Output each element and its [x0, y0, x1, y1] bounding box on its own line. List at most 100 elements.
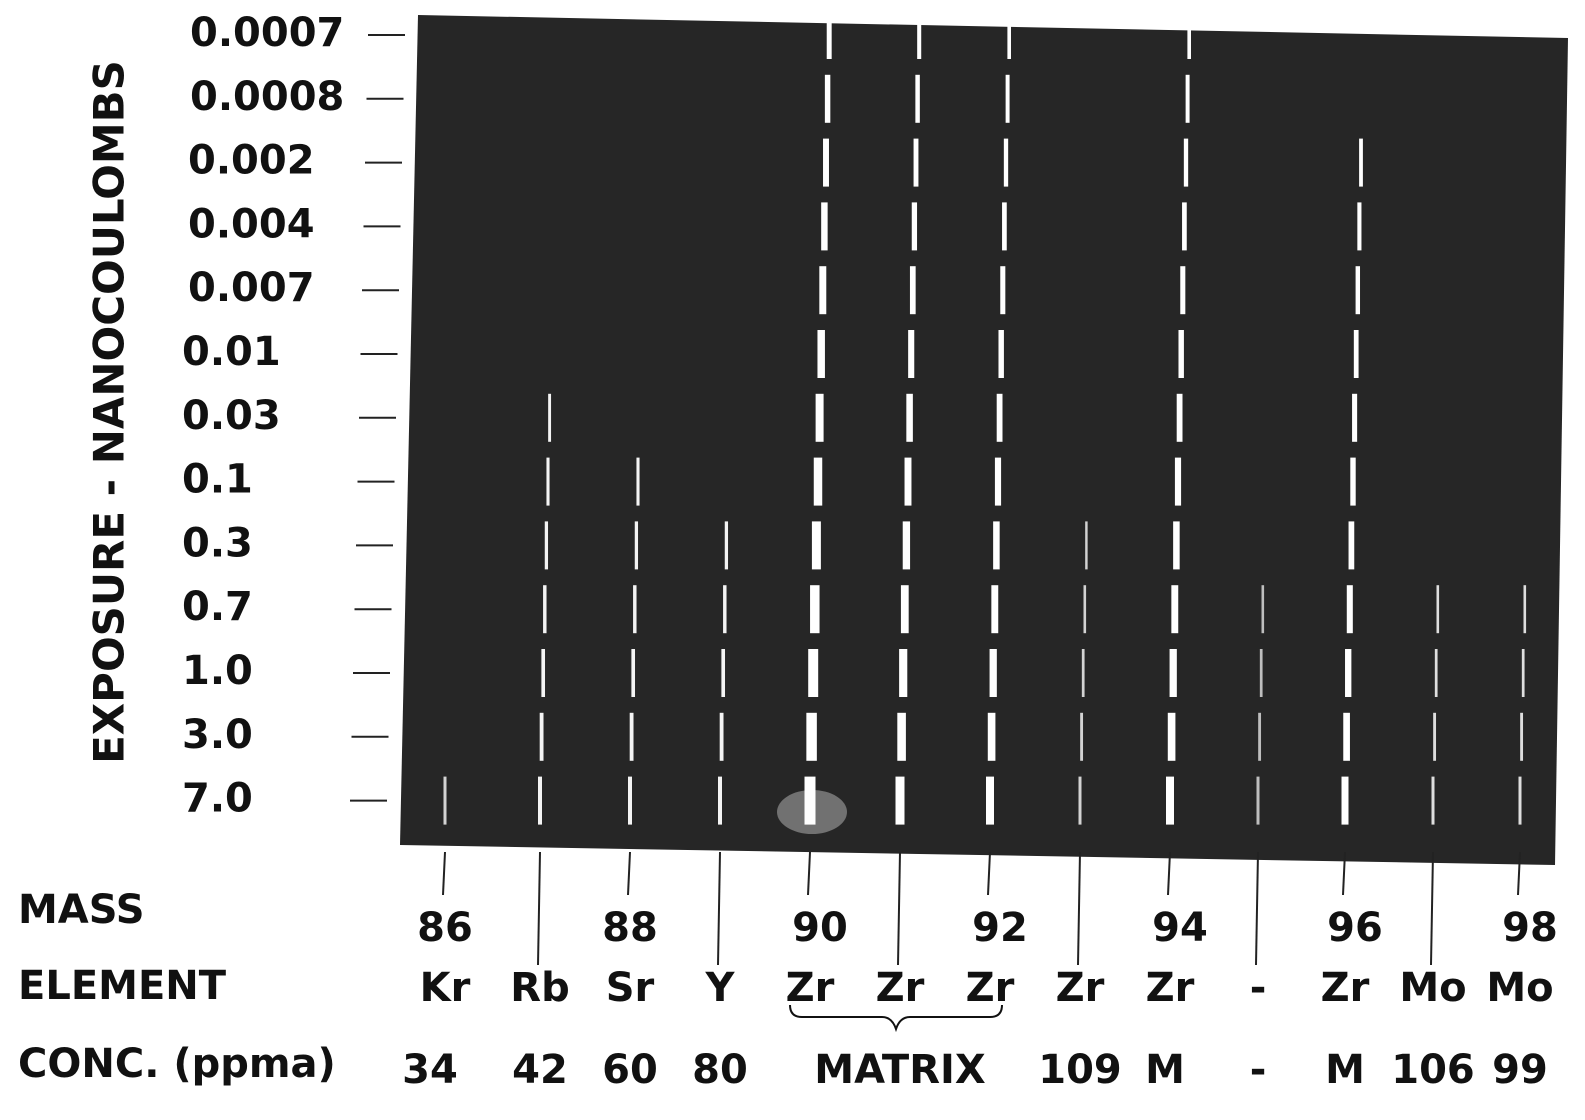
spectral-line	[909, 266, 916, 315]
spectral-line	[1261, 585, 1265, 634]
spectral-line	[721, 649, 726, 697]
spectral-line	[821, 202, 828, 251]
mass-tick	[627, 851, 631, 896]
element-label: Zr	[786, 965, 835, 1011]
spectral-line	[1434, 649, 1438, 697]
spectral-line	[899, 649, 908, 697]
element-label: Zr	[1056, 965, 1105, 1011]
spectral-line	[1346, 585, 1353, 634]
exposure-label: 0.002	[188, 138, 315, 184]
spectral-line	[1003, 138, 1009, 187]
spectral-line	[902, 521, 911, 570]
element-label: Zr	[876, 965, 925, 1011]
conc-label: 106	[1391, 1047, 1475, 1093]
mass-tick	[987, 851, 991, 896]
spectral-line	[631, 649, 636, 697]
overexposure-halo	[777, 790, 847, 834]
spectral-line	[1350, 457, 1356, 506]
mass-tick	[1517, 851, 1521, 896]
mass-label: 94	[1152, 905, 1208, 951]
spectral-line	[1256, 776, 1260, 825]
spectral-line	[1187, 11, 1191, 59]
mass-tick	[807, 851, 811, 896]
spectral-line	[1180, 266, 1186, 315]
element-label: Zr	[1146, 965, 1195, 1011]
mass-tick	[1167, 851, 1171, 896]
mass-tick	[1430, 851, 1434, 966]
spectral-line	[546, 457, 550, 506]
matrix-brace	[789, 1004, 1003, 1033]
spectral-line	[913, 138, 919, 187]
spectral-line	[633, 585, 637, 634]
spectral-line	[1431, 776, 1435, 825]
spectral-line	[813, 457, 823, 506]
mass-tick	[537, 851, 541, 966]
element-label: Mo	[1486, 965, 1553, 1011]
spectral-line	[718, 776, 722, 825]
spectral-line	[1518, 776, 1522, 825]
spectral-line	[815, 393, 824, 442]
spectral-line	[804, 776, 816, 825]
row-label: MASS	[18, 887, 145, 933]
conc-label: 60	[602, 1047, 658, 1093]
spectral-line	[1357, 202, 1362, 251]
spectral-line	[808, 649, 819, 697]
spectral-line	[1353, 330, 1359, 378]
spectral-line	[1173, 521, 1180, 570]
spectral-line	[1178, 330, 1184, 378]
conc-label: MATRIX	[814, 1047, 986, 1093]
exposure-label: 0.7	[182, 584, 253, 630]
exposure-label: 0.007	[188, 265, 315, 311]
spectral-line	[1185, 74, 1190, 123]
spectral-line	[538, 776, 542, 825]
spectral-line	[1169, 649, 1177, 697]
conc-label: 99	[1492, 1047, 1548, 1093]
spectral-line	[544, 521, 549, 570]
spectral-line	[994, 457, 1002, 506]
mass-label: 88	[602, 905, 658, 951]
spectral-line	[908, 330, 915, 378]
spectral-line	[1352, 393, 1358, 442]
spectral-line	[1436, 585, 1440, 634]
spectral-line	[989, 649, 997, 697]
element-label: Y	[705, 965, 736, 1011]
spectral-line	[986, 776, 994, 825]
spectral-line	[911, 202, 918, 251]
spectral-line	[817, 330, 825, 378]
photographic-plate	[400, 15, 1568, 865]
element-label: Zr	[1321, 965, 1370, 1011]
spectral-line	[811, 521, 821, 570]
spectral-line	[906, 393, 913, 442]
spectral-line	[1258, 712, 1262, 761]
spectral-line	[1005, 74, 1010, 123]
spectral-line	[1176, 393, 1183, 442]
spectral-line	[895, 776, 905, 825]
conc-label: M	[1325, 1047, 1365, 1093]
spectral-line	[1078, 776, 1082, 825]
spectral-line	[1174, 457, 1182, 506]
conc-label: M	[1145, 1047, 1185, 1093]
exposure-label: 0.01	[182, 329, 281, 375]
spectral-line	[1080, 712, 1084, 761]
spectral-line	[1182, 202, 1187, 251]
exposure-label: 0.004	[188, 201, 315, 247]
spectral-line	[810, 585, 820, 634]
spectral-line	[723, 585, 727, 634]
mass-tick	[1255, 851, 1259, 966]
spectral-line	[1183, 138, 1189, 187]
mass-label: 92	[972, 905, 1028, 951]
spectral-line	[1521, 649, 1525, 697]
spectral-line	[634, 521, 639, 570]
spectral-line	[998, 330, 1004, 378]
spectral-line	[1259, 649, 1263, 697]
spectral-line	[904, 457, 912, 506]
spectral-line	[636, 457, 640, 506]
row-label: ELEMENT	[18, 963, 227, 1009]
spectral-line	[996, 393, 1003, 442]
spectral-line	[1359, 138, 1363, 187]
exposure-label: 1.0	[182, 648, 253, 694]
spectral-line	[1007, 11, 1011, 59]
exposure-label: 0.0008	[190, 74, 344, 120]
spectral-line	[724, 521, 729, 570]
